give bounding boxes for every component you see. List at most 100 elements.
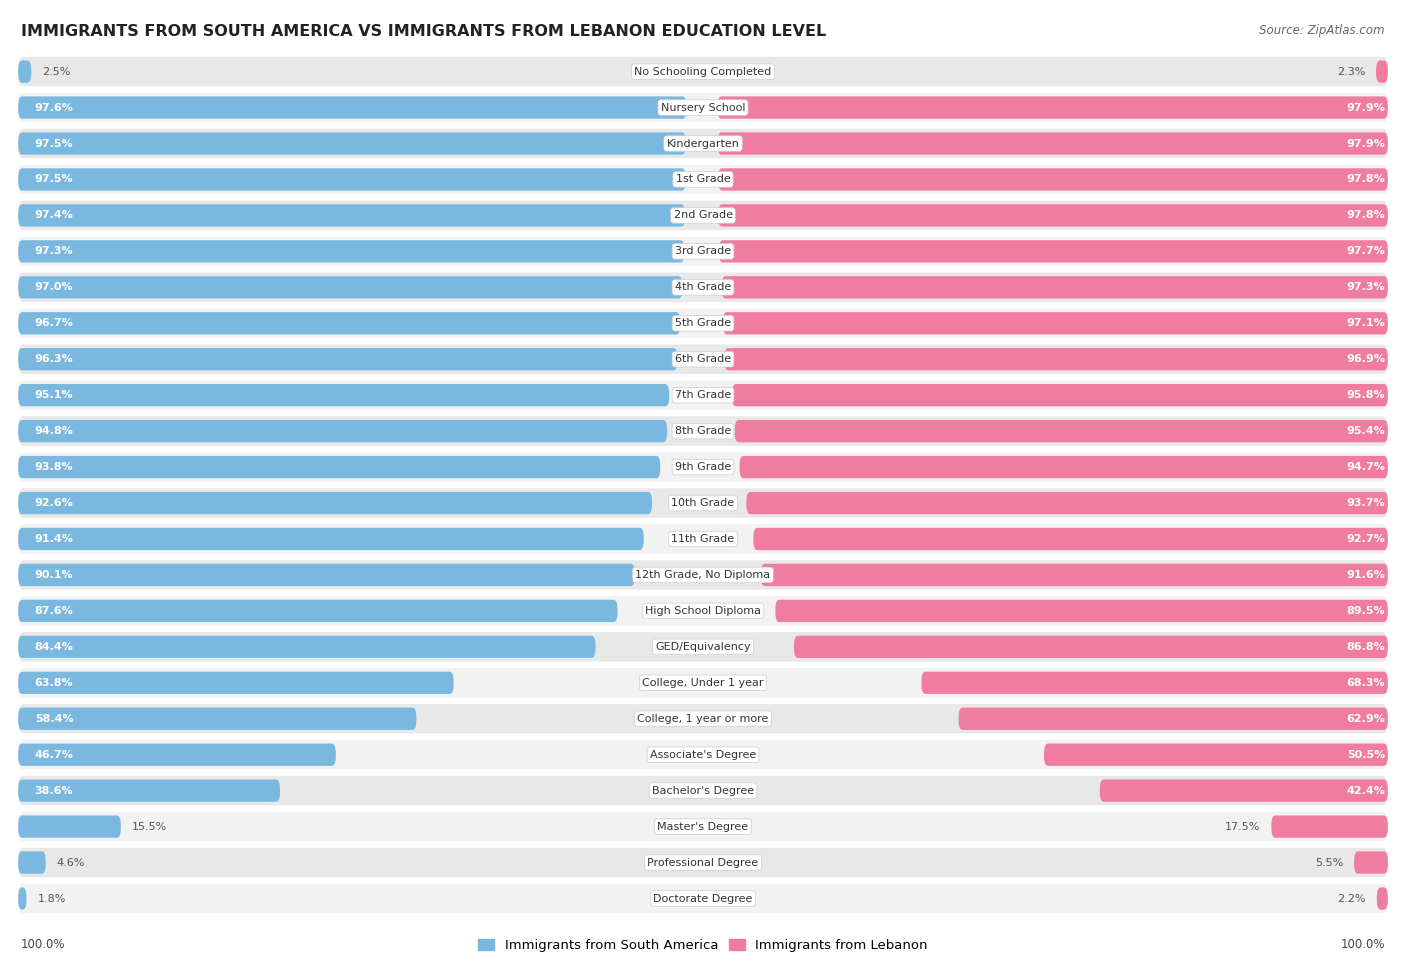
Text: 5th Grade: 5th Grade (675, 318, 731, 329)
Text: Associate's Degree: Associate's Degree (650, 750, 756, 760)
Text: 6th Grade: 6th Grade (675, 354, 731, 365)
FancyBboxPatch shape (747, 492, 1388, 514)
FancyBboxPatch shape (18, 672, 454, 694)
FancyBboxPatch shape (740, 456, 1388, 478)
Text: 12th Grade, No Diploma: 12th Grade, No Diploma (636, 570, 770, 580)
Text: Master's Degree: Master's Degree (658, 822, 748, 832)
FancyBboxPatch shape (18, 561, 1388, 590)
FancyBboxPatch shape (718, 240, 1388, 262)
FancyBboxPatch shape (18, 848, 1388, 878)
Text: 100.0%: 100.0% (21, 938, 66, 951)
Text: 97.0%: 97.0% (35, 283, 73, 292)
Text: 2nd Grade: 2nd Grade (673, 211, 733, 220)
FancyBboxPatch shape (1099, 780, 1388, 801)
Text: 15.5%: 15.5% (132, 822, 167, 832)
Text: 68.3%: 68.3% (1347, 678, 1385, 687)
Text: 91.4%: 91.4% (35, 534, 73, 544)
FancyBboxPatch shape (18, 240, 685, 262)
FancyBboxPatch shape (18, 887, 27, 910)
Text: Kindergarten: Kindergarten (666, 138, 740, 148)
Text: 93.8%: 93.8% (35, 462, 73, 472)
Text: 58.4%: 58.4% (35, 714, 73, 723)
Text: 38.6%: 38.6% (35, 786, 73, 796)
Text: 97.9%: 97.9% (1346, 102, 1385, 112)
FancyBboxPatch shape (1376, 887, 1388, 910)
Text: 93.7%: 93.7% (1347, 498, 1385, 508)
FancyBboxPatch shape (18, 165, 1388, 194)
FancyBboxPatch shape (18, 201, 1388, 230)
FancyBboxPatch shape (18, 93, 1388, 122)
FancyBboxPatch shape (18, 883, 1388, 914)
Text: 97.4%: 97.4% (35, 211, 73, 220)
FancyBboxPatch shape (921, 672, 1388, 694)
FancyBboxPatch shape (723, 312, 1388, 334)
FancyBboxPatch shape (18, 851, 46, 874)
Text: 4.6%: 4.6% (56, 858, 86, 868)
FancyBboxPatch shape (18, 740, 1388, 769)
FancyBboxPatch shape (18, 815, 121, 838)
Text: 91.6%: 91.6% (1346, 570, 1385, 580)
FancyBboxPatch shape (18, 97, 686, 119)
Text: 50.5%: 50.5% (1347, 750, 1385, 760)
FancyBboxPatch shape (718, 205, 1388, 226)
Text: 97.5%: 97.5% (35, 175, 73, 184)
FancyBboxPatch shape (18, 276, 682, 298)
FancyBboxPatch shape (18, 780, 280, 801)
FancyBboxPatch shape (18, 129, 1388, 158)
Text: 87.6%: 87.6% (35, 605, 73, 616)
FancyBboxPatch shape (18, 456, 661, 478)
Text: 7th Grade: 7th Grade (675, 390, 731, 400)
FancyBboxPatch shape (18, 384, 669, 407)
Text: Professional Degree: Professional Degree (647, 858, 759, 868)
Text: College, 1 year or more: College, 1 year or more (637, 714, 769, 723)
Text: 90.1%: 90.1% (35, 570, 73, 580)
Text: 92.6%: 92.6% (35, 498, 73, 508)
FancyBboxPatch shape (724, 348, 1388, 370)
FancyBboxPatch shape (717, 133, 1388, 155)
Text: 96.7%: 96.7% (35, 318, 73, 329)
Text: 100.0%: 100.0% (1340, 938, 1385, 951)
FancyBboxPatch shape (18, 708, 416, 730)
FancyBboxPatch shape (18, 564, 634, 586)
FancyBboxPatch shape (18, 60, 31, 83)
Text: 3rd Grade: 3rd Grade (675, 247, 731, 256)
FancyBboxPatch shape (18, 205, 685, 226)
Text: 62.9%: 62.9% (1346, 714, 1385, 723)
FancyBboxPatch shape (18, 452, 1388, 482)
Text: 96.3%: 96.3% (35, 354, 73, 365)
Legend: Immigrants from South America, Immigrants from Lebanon: Immigrants from South America, Immigrant… (472, 934, 934, 957)
Text: 1.8%: 1.8% (38, 893, 66, 904)
FancyBboxPatch shape (1354, 851, 1388, 874)
FancyBboxPatch shape (775, 600, 1388, 622)
FancyBboxPatch shape (18, 668, 1388, 697)
Text: High School Diploma: High School Diploma (645, 605, 761, 616)
FancyBboxPatch shape (18, 169, 686, 190)
Text: 95.1%: 95.1% (35, 390, 73, 400)
Text: 8th Grade: 8th Grade (675, 426, 731, 436)
FancyBboxPatch shape (18, 344, 1388, 374)
Text: 42.4%: 42.4% (1346, 786, 1385, 796)
FancyBboxPatch shape (1376, 60, 1388, 83)
FancyBboxPatch shape (754, 527, 1388, 550)
FancyBboxPatch shape (959, 708, 1388, 730)
Text: Source: ZipAtlas.com: Source: ZipAtlas.com (1260, 24, 1385, 37)
Text: 94.8%: 94.8% (35, 426, 73, 436)
Text: 2.2%: 2.2% (1337, 893, 1365, 904)
Text: 97.3%: 97.3% (35, 247, 73, 256)
FancyBboxPatch shape (718, 169, 1388, 190)
FancyBboxPatch shape (18, 312, 681, 334)
FancyBboxPatch shape (18, 416, 1388, 446)
Text: 4th Grade: 4th Grade (675, 283, 731, 292)
Text: Bachelor's Degree: Bachelor's Degree (652, 786, 754, 796)
Text: 96.9%: 96.9% (1346, 354, 1385, 365)
FancyBboxPatch shape (18, 704, 1388, 733)
Text: 97.6%: 97.6% (35, 102, 73, 112)
FancyBboxPatch shape (794, 636, 1388, 658)
FancyBboxPatch shape (18, 57, 1388, 87)
FancyBboxPatch shape (18, 348, 678, 370)
FancyBboxPatch shape (1271, 815, 1388, 838)
FancyBboxPatch shape (18, 133, 686, 155)
FancyBboxPatch shape (18, 636, 596, 658)
Text: 63.8%: 63.8% (35, 678, 73, 687)
FancyBboxPatch shape (18, 596, 1388, 626)
